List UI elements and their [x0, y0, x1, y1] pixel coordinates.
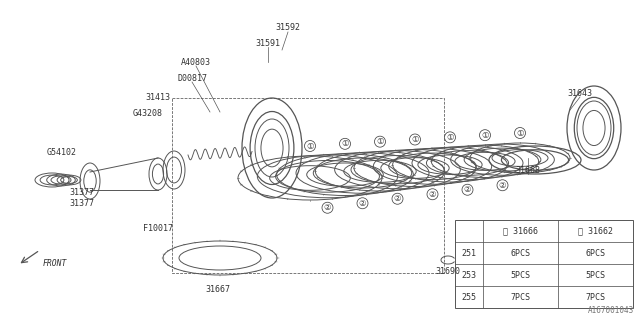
Text: ① 31666: ① 31666: [503, 227, 538, 236]
Text: ②: ②: [394, 194, 401, 203]
Text: 6PCS: 6PCS: [586, 249, 605, 258]
Text: G43208: G43208: [133, 108, 163, 117]
Bar: [455, 220, 633, 308]
Text: 31592: 31592: [275, 22, 301, 31]
Text: ②: ②: [429, 190, 436, 199]
Text: ②: ②: [499, 181, 506, 190]
Text: A40803: A40803: [181, 58, 211, 67]
Text: ②: ②: [324, 203, 332, 212]
Text: 31377: 31377: [70, 188, 95, 196]
Text: ①: ①: [376, 137, 384, 146]
Text: 31668: 31668: [515, 165, 541, 174]
Text: 31643: 31643: [568, 89, 593, 98]
Text: ①: ①: [341, 139, 349, 148]
Text: 7PCS: 7PCS: [586, 292, 605, 301]
Text: F10017: F10017: [143, 223, 173, 233]
Text: 31667: 31667: [205, 285, 230, 294]
Text: ①: ①: [307, 141, 314, 150]
Text: 31413: 31413: [145, 92, 170, 101]
Text: G54102: G54102: [47, 148, 77, 156]
Text: 255: 255: [461, 292, 477, 301]
Text: ①: ①: [516, 129, 524, 138]
Text: A167001043: A167001043: [588, 306, 634, 315]
Text: 31690: 31690: [435, 268, 461, 276]
Text: 31591: 31591: [255, 38, 280, 47]
Text: 253: 253: [461, 270, 477, 279]
Text: 5PCS: 5PCS: [511, 270, 531, 279]
Text: ①: ①: [412, 135, 419, 144]
Bar: [172, 98, 444, 273]
Text: 251: 251: [461, 249, 477, 258]
Text: ②: ②: [464, 185, 471, 194]
Text: 6PCS: 6PCS: [511, 249, 531, 258]
Text: ①: ①: [481, 131, 489, 140]
Text: ②: ②: [359, 199, 366, 208]
Text: 31377: 31377: [70, 198, 95, 207]
Text: 5PCS: 5PCS: [586, 270, 605, 279]
Text: FRONT: FRONT: [43, 260, 67, 268]
Text: ② 31662: ② 31662: [578, 227, 613, 236]
Text: D00817: D00817: [177, 74, 207, 83]
Text: 7PCS: 7PCS: [511, 292, 531, 301]
Text: ①: ①: [446, 133, 454, 142]
